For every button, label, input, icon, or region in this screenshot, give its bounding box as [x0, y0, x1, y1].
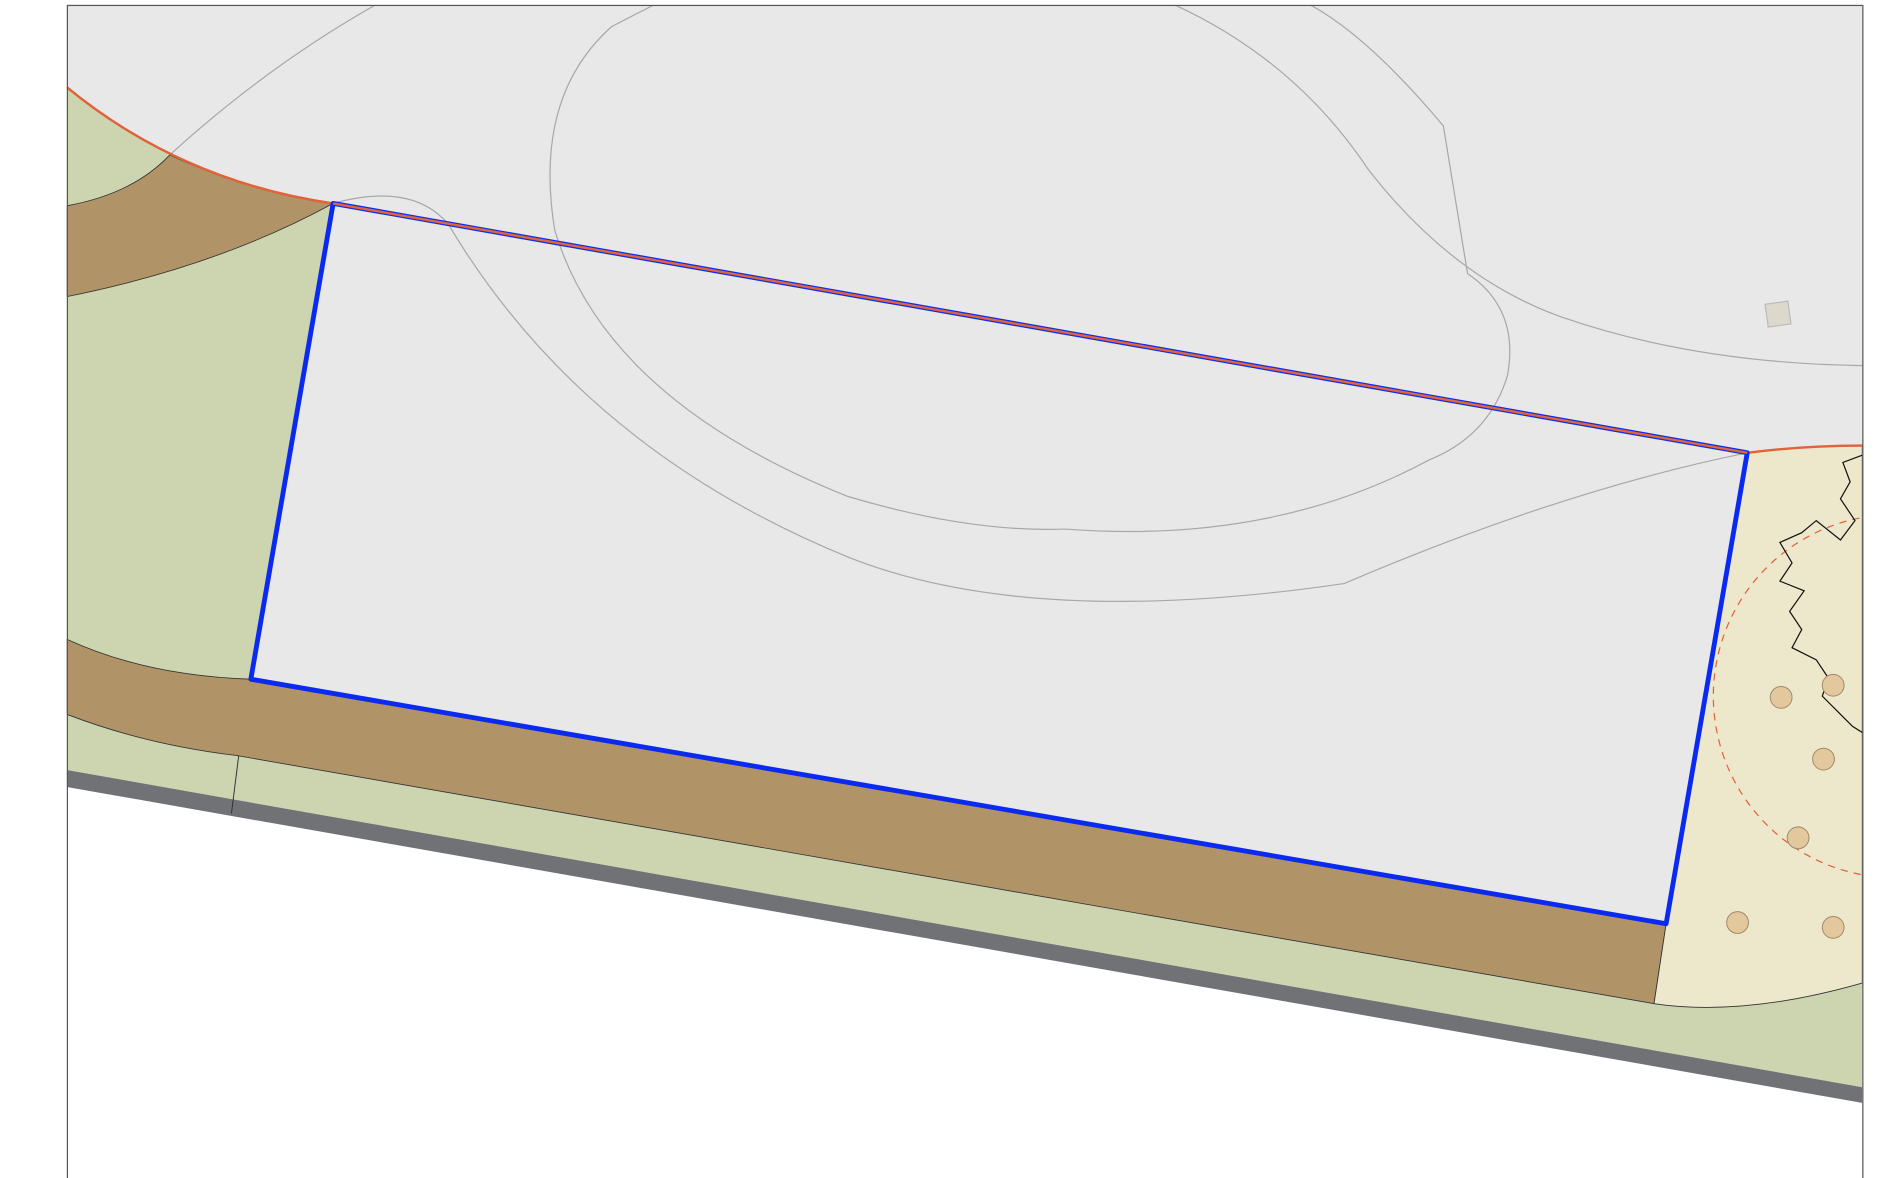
boundary-line [66, 86, 1863, 455]
edge-line [230, 755, 240, 814]
map-content [66, 4, 1863, 1103]
bollards [1726, 673, 1845, 939]
curb-strip [66, 769, 1863, 1103]
fixture [1764, 300, 1792, 328]
frame [66, 4, 1864, 1178]
selected-parcel-top-edge [332, 202, 1748, 454]
paved-area [66, 4, 1863, 453]
